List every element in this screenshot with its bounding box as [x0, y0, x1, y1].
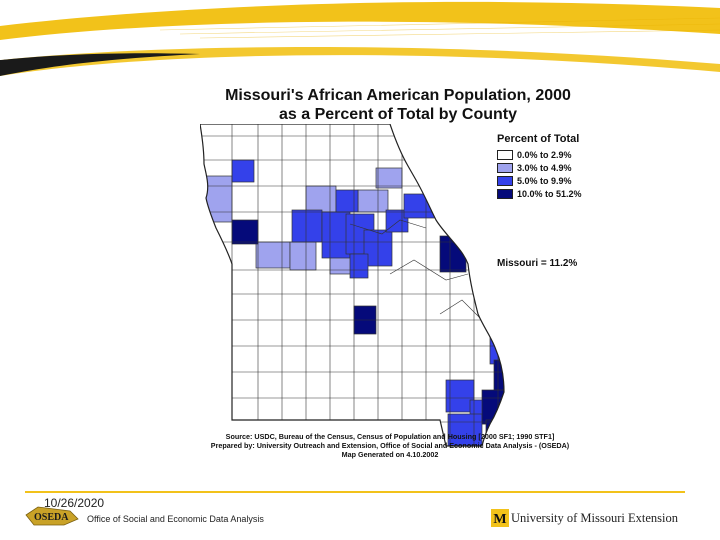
footer-divider [25, 491, 685, 493]
um-logo-text: M [493, 512, 506, 527]
university-m-logo: M [491, 509, 509, 527]
map-title-line1: Missouri's African American Population, … [225, 87, 571, 104]
county-mid [321, 211, 351, 259]
county-mid [335, 189, 359, 213]
state-outline [199, 123, 505, 447]
missouri-county-map [199, 123, 550, 457]
legend-swatch [497, 149, 513, 160]
legend-item: 0.0% to 2.9% [497, 148, 582, 161]
county-light [305, 185, 337, 213]
legend-label: 0.0% to 2.9% [517, 149, 572, 160]
county-mid [231, 159, 255, 183]
legend-label: 5.0% to 9.9% [517, 175, 572, 186]
county-dark [481, 389, 504, 425]
county-dark [231, 219, 259, 245]
legend-swatch [497, 162, 513, 173]
county-light [357, 189, 389, 213]
state-total-label: Missouri = 11.2% [497, 258, 578, 269]
county-light [289, 241, 317, 271]
legend-swatch [497, 175, 513, 186]
legend-label: 10.0% to 51.2% [517, 188, 582, 199]
county-light [255, 241, 291, 269]
county-light [203, 175, 233, 223]
oseda-logo: OSEDA [25, 506, 79, 526]
map-title: Missouri's African American Population, … [0, 86, 720, 124]
office-name: Office of Social and Economic Data Analy… [87, 514, 264, 524]
county-mid [445, 379, 475, 413]
source-line: Source: USDC, Bureau of the Census, Cens… [225, 432, 555, 441]
county-mid [403, 193, 443, 219]
legend-label: 3.0% to 4.9% [517, 162, 572, 173]
county-mid [447, 413, 483, 446]
map-legend: Percent of Total 0.0% to 2.9% 3.0% to 4.… [497, 133, 582, 200]
county-mid [291, 209, 323, 243]
missouri-map-svg [199, 123, 505, 447]
source-note: Source: USDC, Bureau of the Census, Cens… [180, 432, 600, 459]
legend-item: 10.0% to 51.2% [497, 187, 582, 200]
oseda-logo-text: OSEDA [34, 512, 69, 523]
header-banner [0, 0, 720, 76]
prepared-by-line: Prepared by: University Outreach and Ext… [210, 441, 570, 450]
legend-swatch [497, 188, 513, 199]
county-light [375, 167, 403, 189]
legend-title: Percent of Total [497, 133, 580, 145]
county-dark [493, 359, 504, 403]
county-mid [349, 253, 369, 279]
legend-item: 5.0% to 9.9% [497, 174, 582, 187]
legend-item: 3.0% to 4.9% [497, 161, 582, 174]
generated-line: Map Generated on 4.10.2002 [341, 450, 439, 459]
university-name: University of Missouri Extension [511, 511, 679, 525]
map-title-line2: as a Percent of Total by County [279, 106, 517, 123]
slide-date: 10/26/2020 [44, 496, 105, 510]
